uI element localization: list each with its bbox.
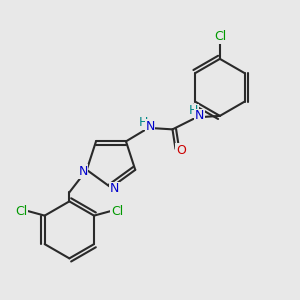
Text: N: N <box>79 165 88 178</box>
Text: N: N <box>110 182 119 196</box>
Text: Cl: Cl <box>15 205 28 218</box>
Text: H: H <box>189 104 198 117</box>
Text: N: N <box>145 120 155 133</box>
Text: Cl: Cl <box>214 31 226 44</box>
Text: Cl: Cl <box>111 205 123 218</box>
Text: O: O <box>176 144 186 157</box>
Text: H: H <box>138 116 148 129</box>
Text: N: N <box>195 110 204 122</box>
